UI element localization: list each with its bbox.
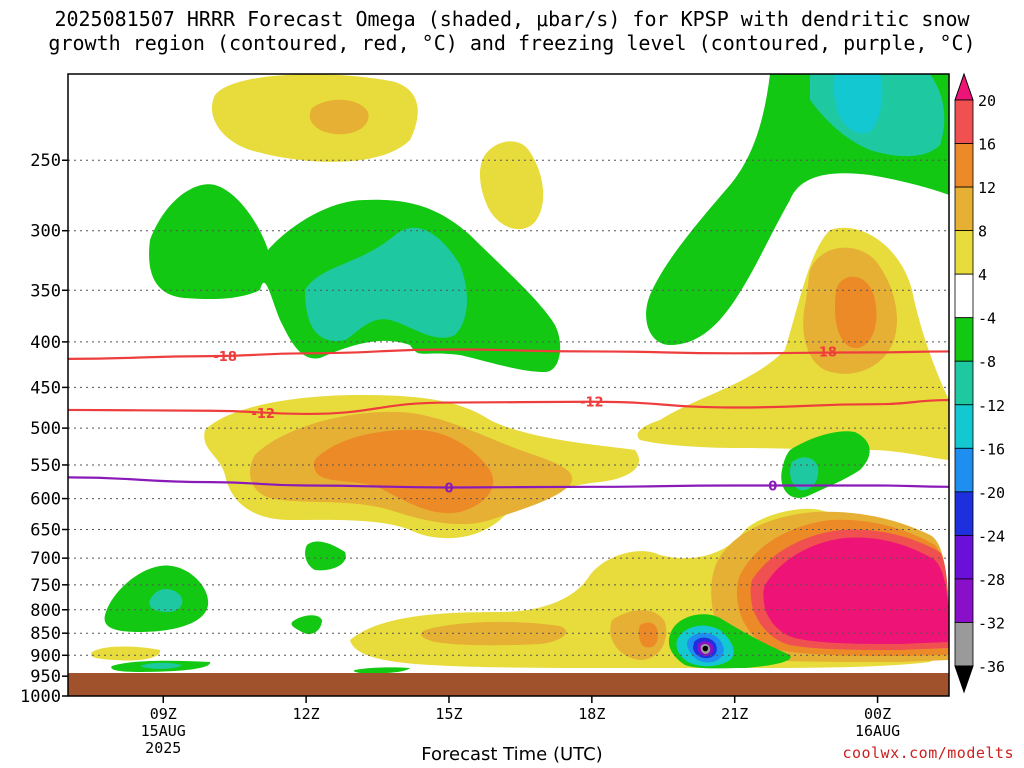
site-credit: coolwx.com/modelts — [842, 744, 1014, 762]
omega-region — [305, 227, 467, 341]
chart-title-line-2: growth region (contoured, red, °C) and f… — [48, 31, 976, 55]
y-tick-label: 250 — [30, 151, 61, 171]
contour-line — [67, 398, 950, 416]
colorbar-band — [954, 230, 974, 275]
colorbar-band — [954, 143, 974, 188]
colorbar-band — [954, 360, 974, 406]
colorbar-label: -24 — [978, 527, 1005, 545]
omega-region — [313, 429, 494, 514]
colorbar-label: -28 — [978, 571, 1005, 589]
x-tick-label: 09Z — [150, 705, 177, 723]
y-tick-label: 650 — [30, 521, 61, 541]
y-tick-label: 800 — [30, 601, 61, 621]
x-tick-date: 16AUG — [855, 722, 900, 740]
colorbar-band — [954, 578, 974, 623]
omega-fill-layer — [91, 74, 949, 674]
colorbar-label: -32 — [978, 614, 1005, 632]
colorbar-band — [954, 447, 974, 493]
colorbar-cap-bottom — [954, 665, 974, 694]
colorbar-band — [954, 273, 974, 319]
x-tick-label: 18Z — [578, 705, 605, 723]
colorbar-label: -36 — [978, 658, 1005, 676]
omega-region — [610, 610, 667, 660]
colorbar-label: 16 — [978, 136, 996, 154]
omega-region — [140, 662, 182, 669]
omega-region — [702, 645, 708, 652]
x-axis-title: Forecast Time (UTC) — [421, 744, 603, 765]
colorbar-label: -16 — [978, 440, 1005, 458]
x-tick-label: 21Z — [721, 705, 748, 723]
x-tick-label: 15Z — [435, 705, 462, 723]
colorbar-band — [954, 491, 974, 536]
y-tick-label: 500 — [30, 419, 61, 439]
y-tick-label: 350 — [30, 281, 61, 301]
omega-region — [149, 588, 183, 612]
colorbar-band — [954, 534, 974, 580]
colorbar-band — [954, 99, 974, 144]
contour-label: -18 — [813, 345, 837, 360]
colorbar-band — [954, 404, 974, 449]
y-tick-label: 450 — [30, 378, 61, 398]
colorbar-label: -8 — [978, 353, 996, 371]
temperature-contours: -18 -18 -12 -12 0 0 — [67, 345, 950, 496]
x-tick-label: 12Z — [293, 705, 320, 723]
y-tick-label: 850 — [30, 624, 61, 644]
y-tick-label: 750 — [30, 576, 61, 596]
y-tick-label: 600 — [30, 490, 61, 510]
colorbar-label: 8 — [978, 223, 987, 241]
y-tick-label: 950 — [30, 667, 61, 687]
omega-region — [833, 74, 883, 134]
colorbar-band — [954, 317, 974, 362]
colorbar-band — [954, 622, 974, 667]
chart-title-line-1: 2025081507 HRRR Forecast Omega (shaded, … — [54, 7, 970, 31]
y-tick-label: 1000 — [20, 687, 61, 707]
contour-label: 0 — [768, 479, 777, 494]
omega-region — [638, 622, 658, 648]
x-tick-year: 2025 — [145, 739, 181, 757]
contour-label: -12 — [580, 396, 604, 411]
colorbar-label: 20 — [978, 92, 996, 110]
colorbar-cap-top — [954, 72, 974, 101]
contour-line — [67, 348, 950, 360]
contour-label: -12 — [251, 407, 275, 422]
ground-surface — [68, 673, 949, 696]
contour-label: -18 — [213, 350, 237, 365]
omega-region — [835, 276, 877, 349]
omega-region — [763, 537, 949, 644]
plot-border — [67, 73, 950, 697]
omega-region — [91, 646, 161, 661]
contour-line — [67, 476, 950, 489]
y-axis: 2503003504004505005506006507007508008509… — [20, 151, 68, 707]
y-tick-label: 900 — [30, 646, 61, 666]
y-tick-label: 400 — [30, 333, 61, 353]
colorbar-label: -4 — [978, 310, 996, 328]
y-tick-label: 550 — [30, 456, 61, 476]
colorbar-band — [954, 186, 974, 232]
omega-region — [305, 541, 346, 571]
y-tick-label: 700 — [30, 549, 61, 569]
omega-region — [421, 621, 567, 646]
colorbar-label: -12 — [978, 397, 1005, 415]
omega-region — [353, 667, 410, 674]
omega-region — [309, 99, 369, 135]
x-tick-date: 15AUG — [141, 722, 186, 740]
colorbar-label: -20 — [978, 484, 1005, 502]
omega-region — [291, 615, 322, 635]
colorbar-label: 4 — [978, 266, 987, 284]
omega-region — [790, 457, 819, 491]
y-tick-label: 300 — [30, 222, 61, 242]
x-tick-label: 00Z — [864, 705, 891, 723]
omega-region — [479, 141, 544, 230]
contour-label: 0 — [444, 481, 453, 496]
colorbar: 20 16 12 8 4 -4 -8 -12 -16 -20 -24 -28 -32 -36 — [954, 72, 1005, 694]
colorbar-label: 12 — [978, 179, 996, 197]
